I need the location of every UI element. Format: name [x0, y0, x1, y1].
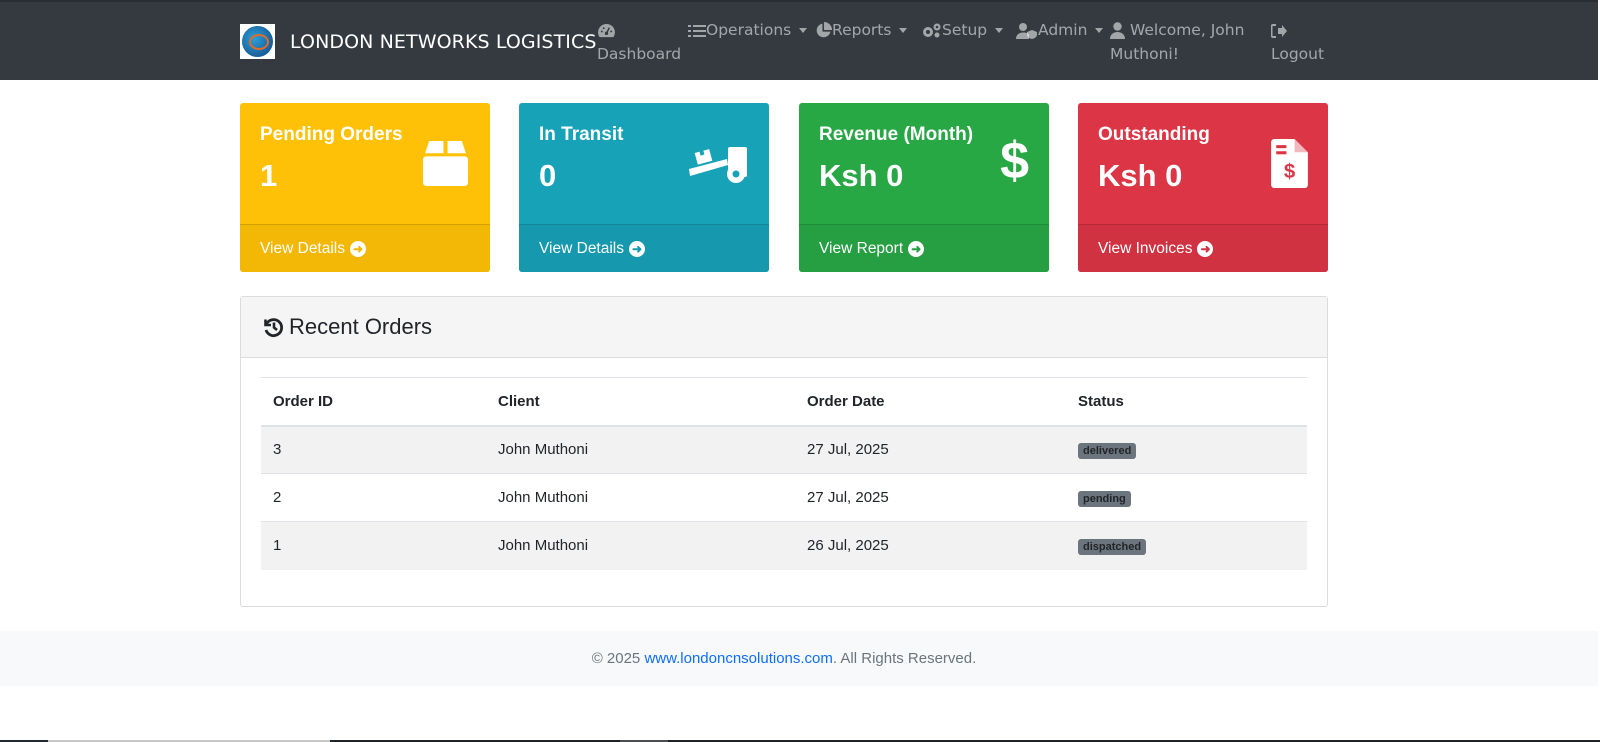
- chevron-down-icon: [899, 28, 908, 33]
- logout-link[interactable]: Logout: [1271, 18, 1324, 66]
- column-header-status: Status: [1066, 377, 1307, 427]
- nav-admin-label: Admin: [1038, 21, 1088, 39]
- recent-orders-panel: Recent Orders Order ID Client Order Date…: [240, 296, 1328, 607]
- status-cell: delivered: [1066, 425, 1307, 474]
- card-value: 0: [539, 158, 557, 193]
- chevron-down-icon: [1095, 28, 1104, 33]
- chevron-down-icon: [799, 28, 808, 33]
- user-shield-icon: [1016, 23, 1037, 39]
- view-details-link[interactable]: View Details: [260, 239, 346, 257]
- nav-setup[interactable]: Setup: [921, 18, 1004, 42]
- order-date-cell: 26 Jul, 2025: [795, 521, 1066, 570]
- order-id-cell: 2: [261, 473, 486, 522]
- welcome-text-line2: Muthoni!: [1110, 45, 1179, 63]
- bottom-taskbar-strip: [0, 740, 1600, 742]
- card-title: Outstanding: [1098, 124, 1210, 145]
- card-value: 1: [260, 158, 278, 193]
- copyright-suffix: . All Rights Reserved.: [832, 650, 977, 667]
- nav-reports[interactable]: Reports: [815, 18, 908, 42]
- card-footer-link[interactable]: View Report ➜: [799, 224, 1049, 272]
- table-header-row: Order ID Client Order Date Status: [261, 377, 1307, 427]
- view-details-link[interactable]: View Details: [539, 239, 625, 257]
- copyright-prefix: © 2025: [591, 650, 645, 667]
- client-cell: John Muthoni: [486, 473, 795, 522]
- nav-reports-label: Reports: [832, 21, 892, 39]
- site-footer: © 2025 www.londoncnsolutions.com . All R…: [0, 631, 1598, 686]
- card-value: Ksh 0: [819, 158, 904, 193]
- panel-title: Recent Orders: [289, 314, 433, 339]
- pie-chart-icon: [816, 22, 832, 38]
- status-cell: pending: [1066, 473, 1307, 522]
- card-title: Revenue (Month): [819, 124, 974, 145]
- status-badge: dispatched: [1078, 538, 1147, 555]
- card-footer-link[interactable]: View Details ➜: [240, 224, 490, 272]
- card-footer-link[interactable]: View Invoices ➜: [1078, 224, 1328, 272]
- arrow-circle-right-icon: ➜: [1197, 240, 1214, 257]
- dolly-icon: [689, 147, 747, 183]
- card-revenue-month: Revenue (Month) Ksh 0 $ View Report ➜: [799, 103, 1049, 272]
- tachometer-icon: [598, 23, 615, 38]
- history-icon: [264, 318, 284, 337]
- brand-name: LONDON NETWORKS LOGISTICS: [290, 30, 597, 53]
- order-date-cell: 27 Jul, 2025: [795, 425, 1066, 474]
- company-logo: [240, 24, 275, 59]
- table-row: 1 John Muthoni 26 Jul, 2025 dispatched: [261, 521, 1307, 570]
- card-pending-orders: Pending Orders 1 View Details ➜: [240, 103, 490, 272]
- status-badge: delivered: [1078, 442, 1137, 459]
- status-badge: pending: [1078, 490, 1131, 507]
- nav-admin[interactable]: Admin: [1016, 18, 1104, 42]
- chevron-down-icon: [995, 28, 1004, 33]
- panel-header: Recent Orders: [241, 297, 1327, 358]
- recent-orders-table: Order ID Client Order Date Status 3 John…: [261, 377, 1307, 570]
- client-cell: John Muthoni: [486, 521, 795, 570]
- invoice-dollar-icon: $: [1271, 139, 1308, 188]
- card-outstanding: Outstanding Ksh 0 $ View Invoices ➜: [1078, 103, 1328, 272]
- column-header-order-id: Order ID: [261, 377, 486, 427]
- column-header-order-date: Order Date: [795, 377, 1066, 427]
- card-value: Ksh 0: [1098, 158, 1183, 193]
- nav-setup-label: Setup: [942, 21, 988, 39]
- order-id-cell: 3: [261, 425, 486, 474]
- table-row: 3 John Muthoni 27 Jul, 2025 delivered: [261, 425, 1307, 474]
- card-title: In Transit: [539, 124, 624, 145]
- sign-out-icon: [1271, 23, 1287, 38]
- brand-link[interactable]: LONDON NETWORKS LOGISTICS: [240, 24, 597, 59]
- dollar-icon: $: [1000, 132, 1029, 190]
- status-cell: dispatched: [1066, 521, 1307, 570]
- table-row: 2 John Muthoni 27 Jul, 2025 pending: [261, 473, 1307, 522]
- nav-operations[interactable]: Operations: [688, 18, 808, 42]
- card-footer-link[interactable]: View Details ➜: [519, 224, 769, 272]
- top-navbar: LONDON NETWORKS LOGISTICS Dashboard Oper…: [0, 0, 1598, 80]
- tasks-list-icon: [688, 24, 706, 37]
- nav-dashboard[interactable]: Dashboard: [597, 18, 681, 66]
- nav-operations-label: Operations: [706, 21, 792, 39]
- svg-text:$: $: [1284, 161, 1296, 183]
- user-icon: [1110, 22, 1125, 39]
- arrow-circle-right-icon: ➜: [629, 240, 646, 257]
- cogs-icon: [923, 23, 941, 38]
- view-invoices-link[interactable]: View Invoices: [1098, 239, 1193, 257]
- website-link[interactable]: www.londoncnsolutions.com: [644, 650, 833, 667]
- arrow-circle-right-icon: ➜: [908, 240, 925, 257]
- arrow-circle-right-icon: ➜: [350, 240, 367, 257]
- box-icon: [423, 141, 468, 186]
- nav-dashboard-label: Dashboard: [597, 45, 682, 63]
- order-id-cell: 1: [261, 521, 486, 570]
- card-title: Pending Orders: [260, 124, 403, 145]
- logout-label: Logout: [1271, 45, 1325, 63]
- column-header-client: Client: [486, 377, 795, 427]
- welcome-text-line1: Welcome, John: [1129, 21, 1245, 39]
- client-cell: John Muthoni: [486, 425, 795, 474]
- user-welcome: Welcome, John Muthoni!: [1110, 18, 1244, 66]
- view-report-link[interactable]: View Report: [819, 239, 904, 257]
- order-date-cell: 27 Jul, 2025: [795, 473, 1066, 522]
- card-in-transit: In Transit 0 View Details ➜: [519, 103, 769, 272]
